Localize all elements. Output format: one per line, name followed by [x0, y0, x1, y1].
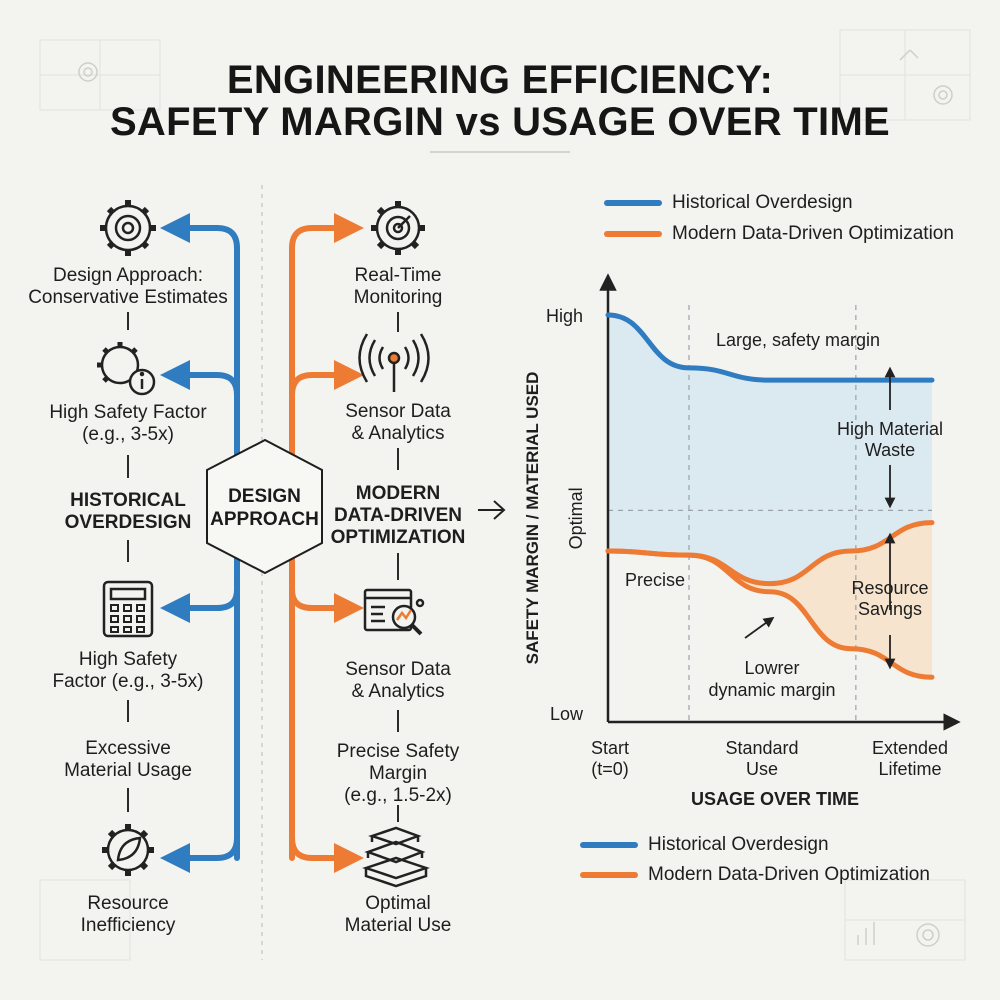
gear-leaf-icon	[102, 824, 154, 876]
x-tick-extended-sub: Lifetime	[878, 759, 941, 779]
left-item-5-line1: Resource	[87, 893, 169, 914]
left-item-3-line2: Factor (e.g., 3-5x)	[52, 671, 204, 692]
historical-overdesign-heading: HISTORICAL OVERDESIGN	[20, 490, 236, 534]
left-item-2-line1: High Safety Factor	[49, 402, 207, 423]
gear-target-icon	[100, 200, 156, 256]
legend-bottom-modern-label: Modern Data-Driven Optimization	[648, 864, 930, 885]
safety-margin-chart: High Optimal Low SAFETY MARGIN / MATERIAL U…	[523, 273, 961, 809]
y-tick-optimal: Optimal	[566, 487, 586, 549]
antenna-icon	[358, 333, 430, 392]
legend-bottom-historical-label: Historical Overdesign	[648, 834, 829, 855]
left-item-2: High Safety Factor (e.g., 3-5x)	[20, 402, 236, 446]
right-item-2-line2: & Analytics	[351, 423, 445, 444]
left-item-3: High Safety Factor (e.g., 3-5x)	[20, 649, 236, 693]
gear-target-icon	[371, 201, 425, 255]
hex-label-line1: DESIGN	[228, 486, 301, 507]
left-item-2-line2: (e.g., 3-5x)	[82, 424, 174, 445]
page-subtitle: SAFETY MARGIN vs USAGE OVER TIME	[109, 100, 891, 144]
gear-info-icon	[97, 342, 156, 396]
annotation-large-margin: Large, safety margin	[716, 330, 880, 350]
page-title: ENGINEERING EFFICIENCY:	[226, 58, 774, 102]
annotation-arrows	[744, 366, 896, 670]
modern-heading-line1: MODERN	[355, 483, 441, 504]
x-tick-extended: Extended	[872, 738, 948, 758]
legend-bottom-historical-swatch	[580, 842, 638, 848]
legend-top-modern-swatch	[604, 231, 662, 237]
annotation-precise: Precise	[625, 570, 685, 590]
right-item-3: Sensor Data & Analytics	[308, 659, 488, 703]
calculator-icon	[102, 580, 154, 638]
y-tick-high: High	[546, 306, 583, 326]
series-modern-upper-margin	[605, 520, 935, 587]
modern-heading-line3: OPTIMIZATION	[330, 527, 466, 548]
right-item-3-line2: & Analytics	[351, 681, 445, 702]
historical-heading-line1: HISTORICAL	[70, 490, 186, 511]
x-axis-label: USAGE OVER TIME	[691, 789, 859, 809]
legend-top-historical-swatch	[604, 200, 662, 206]
historical-heading-line2: OVERDESIGN	[64, 512, 192, 533]
modern-heading-line2: DATA-DRIVEN	[333, 505, 463, 526]
x-tick-start-sub: (t=0)	[591, 759, 629, 779]
left-item-1: Design Approach: Conservative Estimates	[10, 265, 246, 309]
left-item-5-line2: Inefficiency	[80, 915, 176, 936]
right-item-2-line1: Sensor Data	[345, 401, 451, 422]
right-item-5: Optimal Material Use	[308, 893, 488, 937]
annotation-savings-1: Resource	[851, 578, 928, 598]
left-item-3-line1: High Safety	[78, 649, 178, 670]
right-item-1-line2: Monitoring	[353, 287, 443, 308]
left-item-1-line2: Conservative Estimates	[28, 287, 228, 308]
y-tick-low: Low	[550, 704, 584, 724]
legend-bottom-modern-swatch	[580, 872, 638, 878]
left-item-5: Resource Inefficiency	[20, 893, 236, 937]
left-item-1-line1: Design Approach:	[53, 265, 203, 286]
modern-flow-lines	[289, 213, 364, 873]
left-item-4-line1: Excessive	[85, 738, 171, 759]
annotation-lower-2: dynamic margin	[708, 680, 835, 700]
right-item-1: Real-Time Monitoring	[308, 265, 488, 309]
historical-flow-lines	[160, 213, 240, 873]
annotation-savings-2: Savings	[858, 599, 922, 619]
resource-savings-area	[608, 522, 932, 678]
design-approach-label: DESIGN APPROACH	[207, 485, 322, 531]
right-item-4-line3: (e.g., 1.5-2x)	[344, 785, 452, 806]
hex-label-line2: APPROACH	[210, 509, 319, 530]
modern-optimization-heading: MODERN DATA-DRIVEN OPTIMIZATION	[308, 483, 488, 549]
x-tick-start: Start	[591, 738, 629, 758]
annotation-waste-1: High Material	[837, 419, 943, 439]
legend-top-historical-label: Historical Overdesign	[672, 192, 853, 213]
legend-top-modern-label: Modern Data-Driven Optimization	[672, 223, 954, 244]
left-item-4-line2: Material Usage	[64, 760, 192, 781]
left-item-4: Excessive Material Usage	[20, 738, 236, 782]
sketch-gear-icon	[78, 62, 953, 947]
right-item-4-line2: Margin	[368, 763, 428, 784]
right-item-5-line1: Optimal	[365, 893, 431, 914]
y-axis-label: SAFETY MARGIN / MATERIAL USED	[523, 372, 542, 665]
x-tick-standard: Standard	[725, 738, 798, 758]
arrow-to-chart-icon	[478, 500, 506, 520]
chart-magnifier-icon	[363, 588, 425, 636]
right-item-4-line1: Precise Safety	[336, 741, 460, 762]
sketch-bar-chart-icon	[857, 49, 919, 945]
lower-margin-pointer	[744, 616, 775, 639]
right-item-4: Precise Safety Margin (e.g., 1.5-2x)	[308, 741, 488, 807]
design-approach-hexagon	[206, 438, 323, 575]
right-item-5-line2: Material Use	[344, 915, 452, 936]
right-item-1-line1: Real-Time	[354, 265, 442, 286]
annotation-lower-1: Lowrer	[744, 658, 799, 678]
annotation-waste-2: Waste	[865, 440, 915, 460]
right-item-2: Sensor Data & Analytics	[308, 401, 488, 445]
stacked-blocks-icon	[362, 826, 430, 888]
right-item-3-line1: Sensor Data	[345, 659, 451, 680]
connector-ticks	[127, 312, 399, 822]
series-historical-overdesign	[605, 312, 935, 383]
x-tick-standard-sub: Use	[746, 759, 778, 779]
